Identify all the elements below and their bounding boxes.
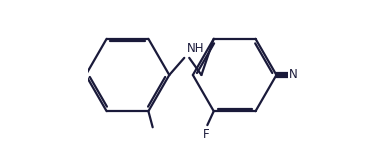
Text: N: N <box>289 69 298 81</box>
Text: F: F <box>203 128 209 141</box>
Text: NH: NH <box>186 42 204 55</box>
